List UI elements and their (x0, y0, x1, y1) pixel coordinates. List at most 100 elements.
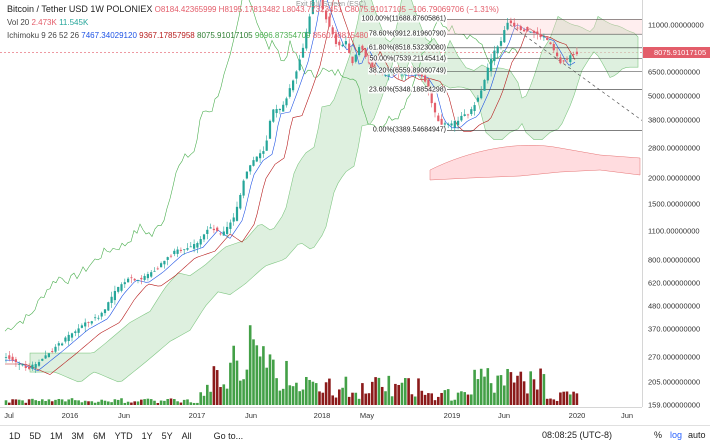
volume-bar (324, 382, 328, 405)
candle-body (298, 59, 301, 71)
percent-toggle[interactable]: % (654, 430, 663, 440)
candle-body (275, 109, 278, 114)
volume-bar (80, 402, 84, 405)
range-1d[interactable]: 1D (9, 430, 21, 441)
volume-bar (374, 377, 377, 405)
range-ytd[interactable]: YTD (114, 430, 133, 441)
candle-body (427, 80, 430, 91)
volume-bar (285, 360, 288, 405)
volume-bar (331, 395, 334, 405)
candle-body (536, 31, 539, 35)
volume-bar (182, 399, 186, 405)
candle-body (556, 52, 559, 57)
candle-body (292, 80, 295, 91)
price-plot[interactable] (0, 0, 646, 407)
candle-body (437, 115, 440, 122)
log-toggle[interactable]: log (670, 430, 683, 440)
volume-bar (202, 395, 206, 405)
volume-bar (31, 398, 34, 405)
ichimoku-legend[interactable]: Ichimoku 9 26 52 26 7467.34029120 9367.1… (7, 31, 368, 40)
volume-bar (189, 402, 193, 405)
y-tick-label: 2000.00000000 (648, 173, 701, 183)
volume-bar (143, 399, 146, 405)
candle-body (523, 29, 526, 32)
goto-button[interactable]: Go to... (213, 430, 244, 441)
candle-body (476, 97, 479, 102)
candle-body (562, 60, 565, 62)
candle-body (268, 120, 272, 139)
volume-bar (136, 401, 140, 405)
candle-body (509, 20, 512, 24)
volume-bar (569, 394, 572, 405)
range-1m[interactable]: 1M (50, 430, 63, 441)
volume-bar (186, 399, 189, 405)
volume-bar (206, 384, 209, 405)
candle-body (186, 248, 189, 250)
y-tick-label: 270.000000000 (648, 352, 701, 362)
ichimoku-value-5: 8560.78815480 (312, 31, 369, 40)
exit-fullscreen-hint[interactable]: Exit Full Screen (ESC) (296, 1, 367, 8)
candle-body (325, 10, 328, 20)
y-tick-label: 620.000000000 (648, 278, 701, 288)
volume-bar (74, 400, 77, 405)
range-5y[interactable]: 5Y (161, 430, 173, 441)
auto-toggle[interactable]: auto (688, 430, 706, 440)
candle-body (447, 123, 450, 125)
volume-bar (27, 399, 31, 405)
range-3m[interactable]: 3M (71, 430, 85, 441)
volume-bar (11, 399, 14, 405)
volume-bar (212, 366, 216, 405)
volume-bar (156, 402, 160, 405)
range-6m[interactable]: 6M (93, 430, 106, 441)
volume-bar (34, 400, 37, 405)
volume-bar (341, 387, 344, 405)
price-axis[interactable]: 115000.0000000080000.0000000065000.00000… (642, 0, 710, 410)
symbol-title[interactable]: Bitcoin / Tether USD 1W POLONIEX (7, 4, 153, 14)
volume-bar (47, 399, 51, 405)
candle-body (288, 88, 291, 97)
fib-level-label: 50.00%(7539.21145414) (368, 55, 447, 63)
volume-bar (450, 400, 453, 405)
volume-bar (192, 402, 196, 405)
range-1y[interactable]: 1Y (141, 430, 153, 441)
volume-bar (470, 394, 473, 405)
candle-body (51, 351, 54, 352)
volume-bar (301, 389, 305, 405)
volume-bar (146, 398, 150, 405)
volume-bar (453, 399, 457, 405)
candle-body (212, 228, 215, 231)
volume-legend[interactable]: Vol 20 2.473K 11.545K (7, 18, 88, 27)
range-5d[interactable]: 5D (29, 430, 42, 441)
chart-area[interactable]: Exit Full Screen (ESC) Bitcoin / Tether … (0, 0, 646, 407)
candle-body (107, 302, 110, 311)
candle-body (513, 22, 516, 27)
volume-bar (407, 378, 410, 405)
ichimoku-value-4: 9696.87354709 (254, 31, 311, 40)
candle-body (232, 217, 235, 222)
candle-body (546, 37, 549, 40)
candle-body (77, 328, 80, 333)
candle-body (97, 317, 100, 319)
clock[interactable]: 08:08:25 (UTC-8) (542, 430, 613, 440)
volume-bar (371, 381, 374, 405)
time-axis[interactable]: Jul 2016 Jun 2017 Jun 2018 May 2019 Jun 2020 Jun (0, 407, 642, 425)
candle-body (14, 359, 17, 363)
volume-bar (390, 396, 394, 405)
volume-bar (265, 367, 268, 405)
volume-bar (83, 400, 87, 405)
volume-bar (242, 379, 245, 405)
volume-bar (215, 370, 219, 405)
volume-bar (126, 401, 130, 405)
candle-body (216, 227, 219, 231)
volume-bar (404, 378, 407, 405)
volume-bar (232, 345, 235, 405)
range-all[interactable]: All (181, 430, 192, 441)
candle-body (209, 227, 212, 229)
candle-body (364, 49, 367, 57)
candle-body (519, 26, 522, 30)
volume-bar (526, 393, 529, 405)
volume-bar (248, 325, 252, 405)
volume-bar (506, 368, 509, 405)
candle-body (470, 109, 473, 115)
volume-bar (516, 375, 519, 405)
